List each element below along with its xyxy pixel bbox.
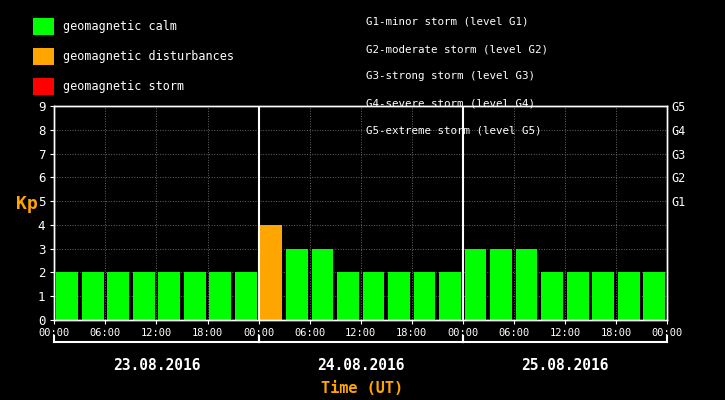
Bar [82,272,104,320]
Text: G2-moderate storm (level G2): G2-moderate storm (level G2) [366,44,548,54]
Text: 25.08.2016: 25.08.2016 [521,358,609,373]
Text: G3-strong storm (level G3): G3-strong storm (level G3) [366,71,535,81]
Bar [337,272,359,320]
Bar [260,225,282,320]
Bar [235,272,257,320]
Bar [133,272,154,320]
Text: G4-severe storm (level G4): G4-severe storm (level G4) [366,98,535,108]
Bar [57,272,78,320]
Bar [362,272,384,320]
Text: G1-minor storm (level G1): G1-minor storm (level G1) [366,17,529,27]
Bar [618,272,639,320]
Bar [210,272,231,320]
Text: G5-extreme storm (level G5): G5-extreme storm (level G5) [366,126,542,136]
Text: 23.08.2016: 23.08.2016 [112,358,200,373]
Y-axis label: Kp: Kp [16,195,38,213]
Bar [643,272,665,320]
Bar [439,272,461,320]
Text: Time (UT): Time (UT) [321,381,404,396]
Text: geomagnetic calm: geomagnetic calm [63,20,177,33]
Bar [286,249,307,320]
Text: geomagnetic disturbances: geomagnetic disturbances [63,50,234,63]
Bar [567,272,589,320]
Text: 24.08.2016: 24.08.2016 [317,358,405,373]
Bar [414,272,435,320]
Bar [465,249,486,320]
Bar [184,272,206,320]
Bar [388,272,410,320]
Bar [312,249,334,320]
Bar [107,272,129,320]
Text: geomagnetic storm: geomagnetic storm [63,80,184,93]
Bar [158,272,180,320]
Bar [490,249,512,320]
Bar [592,272,614,320]
Bar [515,249,537,320]
Bar [542,272,563,320]
